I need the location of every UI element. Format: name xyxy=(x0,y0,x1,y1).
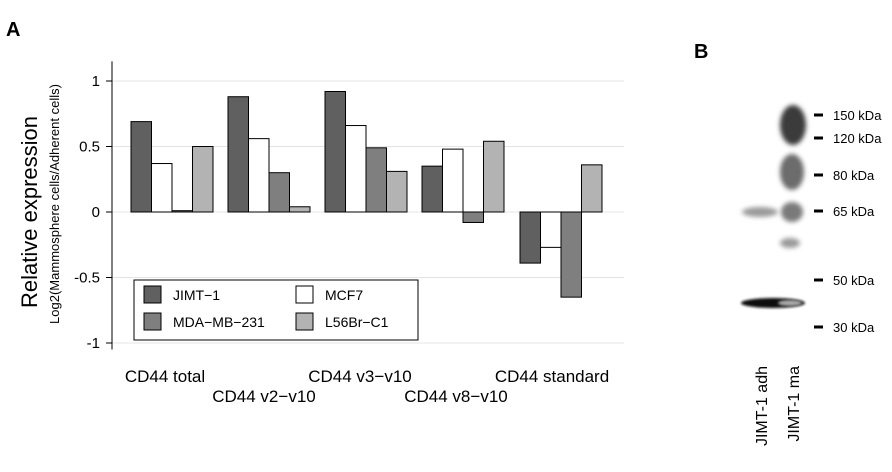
legend-label: MDA−MB−231 xyxy=(173,314,265,330)
y-tick-label: -1 xyxy=(87,335,100,352)
bar xyxy=(192,146,214,213)
bar xyxy=(421,165,443,213)
legend-swatch xyxy=(295,285,314,304)
bars xyxy=(130,90,603,298)
bar xyxy=(171,210,193,213)
legend-label: MCF7 xyxy=(325,287,363,303)
blot-band-ma-80 xyxy=(780,154,804,190)
bar xyxy=(227,96,249,213)
legend-swatch xyxy=(295,312,314,331)
y-tick-label: 0.5 xyxy=(79,139,100,156)
y-tick-label: 0 xyxy=(92,204,100,221)
category-label: CD44 standard xyxy=(495,367,609,386)
y-axis-title: Relative expression xyxy=(17,116,42,308)
category-label: CD44 total xyxy=(125,367,205,386)
blot-marker-label: 30 kDa xyxy=(833,320,875,335)
blot-band-adh-80 xyxy=(742,207,778,217)
bar xyxy=(560,211,582,298)
blot-marker-tick xyxy=(814,325,823,329)
bar xyxy=(462,211,484,223)
bar xyxy=(581,164,603,213)
legend-label: JIMT−1 xyxy=(173,287,220,303)
legend-swatch xyxy=(143,285,162,304)
bar xyxy=(151,163,173,213)
blot-band-ma-120 xyxy=(780,105,806,145)
blot-marker-label: 80 kDa xyxy=(833,168,875,183)
bar xyxy=(365,147,387,213)
blot-marker-label: 65 kDa xyxy=(833,204,875,219)
blot-band-ma-55 xyxy=(780,238,800,248)
legend-box xyxy=(133,279,419,341)
y-axis-subtitle: Log2(Mammosphere cells/Adherent cells) xyxy=(47,84,62,324)
bar xyxy=(519,211,541,264)
legend: JIMT−1 MCF7 MDA−MB−231 L56Br−C1 xyxy=(133,279,419,341)
y-axis: -1 -0.5 0 0.5 1 xyxy=(74,61,113,352)
blot-lane-label: JIMT-1 ma xyxy=(786,366,803,442)
category-label: CD44 v3−v10 xyxy=(308,367,411,386)
bar xyxy=(248,138,270,213)
blot-marker-tick xyxy=(814,173,823,177)
bar xyxy=(540,211,562,248)
blot-marker-label: 120 kDa xyxy=(833,131,882,146)
blot-marker-tick xyxy=(814,136,823,140)
bar xyxy=(345,125,367,213)
blot-band-ma-65 xyxy=(781,202,803,222)
panel-a-label: A xyxy=(6,19,20,41)
blot-lane-labels: JIMT-1 adh JIMT-1 ma xyxy=(754,366,803,446)
legend-swatch xyxy=(143,312,162,331)
category-label: CD44 v8−v10 xyxy=(404,387,507,406)
blot-background xyxy=(742,44,814,360)
category-label: CD44 v2−v10 xyxy=(212,387,315,406)
bar xyxy=(442,148,464,213)
bar xyxy=(386,170,408,213)
bar xyxy=(289,206,311,213)
blot-marker-tick xyxy=(814,209,823,213)
y-tick-label: 1 xyxy=(92,73,100,90)
blot-marker-label: 150 kDa xyxy=(833,108,882,123)
blot-lane-label: JIMT-1 adh xyxy=(754,366,771,446)
blot-marker-label: 50 kDa xyxy=(833,273,875,288)
western-blot xyxy=(741,44,814,360)
blot-markers: 150 kDa 120 kDa 80 kDa 65 kDa 50 kDa 30 kDa xyxy=(814,108,882,335)
blot-marker-tick xyxy=(814,113,823,117)
legend-label: L56Br−C1 xyxy=(325,314,389,330)
y-tick-label: -0.5 xyxy=(74,270,100,287)
bar xyxy=(130,121,152,213)
blot-band-ma-30 xyxy=(778,300,802,306)
bar xyxy=(324,90,346,213)
blot-marker-tick xyxy=(814,278,823,282)
bar xyxy=(268,172,290,213)
bar xyxy=(483,140,505,213)
panel-b-label: B xyxy=(694,41,708,63)
